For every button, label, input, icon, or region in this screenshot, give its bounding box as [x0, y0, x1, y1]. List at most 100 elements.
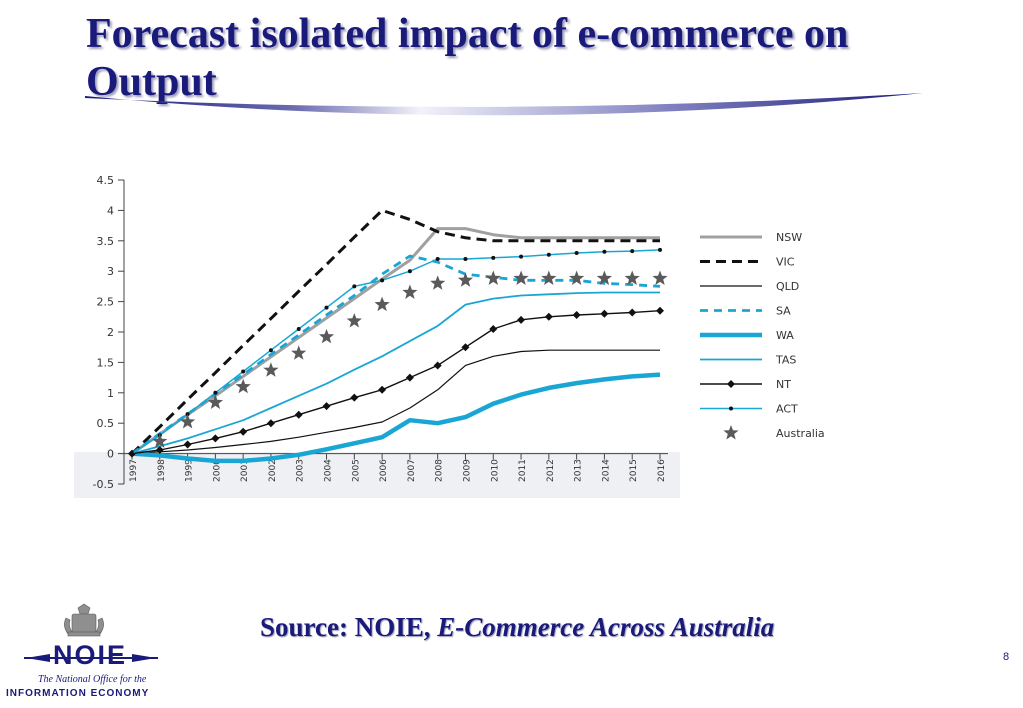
data-point-australia	[430, 275, 446, 290]
data-point-act	[602, 249, 607, 254]
y-tick-label: 3	[107, 265, 114, 278]
data-point-act	[324, 305, 329, 310]
data-point-australia	[624, 270, 640, 285]
source-publication-title: E-Commerce Across Australia	[437, 612, 775, 642]
data-point-australia	[457, 272, 474, 287]
x-tick-label: 2010	[490, 459, 500, 482]
x-tick-label: 2014	[601, 459, 611, 482]
source-citation: Source: NOIE, E-Commerce Across Australi…	[260, 612, 774, 643]
x-tick-label: 2000	[212, 459, 222, 482]
x-tick-label: 2009	[462, 459, 472, 482]
data-point-australia	[291, 345, 307, 360]
series-nt	[128, 306, 664, 458]
x-tick-label: 2007	[407, 459, 417, 482]
data-point-australia	[180, 414, 196, 429]
output-impact-line-chart: -0.5 0 0.5 1 1.5 2 2.5 3 3.5 4 4.5 1997 1998 1999 200…	[74, 170, 844, 500]
data-point-nt	[489, 324, 498, 333]
data-point-nt	[517, 315, 526, 324]
y-tick-label: 1.5	[97, 356, 115, 369]
data-point-nt	[378, 385, 387, 394]
source-prefix: Source: NOIE,	[260, 612, 438, 642]
y-tick-label: 4	[107, 204, 114, 217]
series-act	[130, 247, 662, 456]
data-point-australia	[374, 296, 390, 312]
series-line-sa	[131, 254, 661, 455]
data-point-australia	[541, 270, 557, 285]
data-point-australia	[263, 362, 279, 377]
data-point-act	[463, 257, 468, 262]
page-number: 8	[1003, 651, 1010, 663]
series-line-nsw	[131, 227, 660, 455]
data-point-act	[574, 250, 579, 255]
data-point-nt	[433, 361, 442, 370]
data-point-australia	[318, 328, 335, 344]
data-point-australia	[596, 270, 612, 285]
data-point-act	[630, 249, 635, 254]
x-tick-label: 1998	[157, 459, 167, 482]
data-point-act	[130, 451, 134, 456]
x-tick-label: 2013	[574, 459, 584, 482]
data-point-nt	[600, 309, 609, 318]
legend-label-australia: Australia	[776, 427, 825, 440]
data-point-act	[546, 252, 551, 257]
legend-marker-australia	[723, 425, 739, 440]
slide-title: Forecast isolated impact of e-commerce o…	[86, 11, 849, 105]
data-point-nt	[266, 419, 275, 428]
x-tick-label: 1999	[185, 459, 195, 482]
data-point-australia	[235, 378, 251, 394]
data-point-nt	[405, 373, 414, 382]
legend-label-nsw: NSW	[776, 231, 802, 244]
series-nsw	[131, 227, 660, 455]
data-point-australia	[402, 284, 418, 299]
series-line-tas	[131, 291, 660, 455]
data-point-nt	[183, 440, 192, 449]
x-tick-label: 2008	[435, 459, 445, 482]
data-point-act	[241, 369, 246, 374]
data-point-act	[213, 390, 218, 395]
x-tick-label: 2002	[268, 459, 278, 482]
legend-marker-nt	[727, 380, 735, 388]
data-point-australia	[569, 270, 585, 285]
data-point-australia	[152, 433, 168, 448]
x-tick-label: 2016	[657, 459, 667, 482]
logo-wordmark: NOIE	[53, 640, 128, 670]
y-tick-label: 4.5	[97, 174, 115, 187]
x-tick-label: 2011	[518, 459, 528, 482]
legend-label-sa: SA	[776, 305, 791, 318]
legend-label-nt: NT	[776, 378, 791, 391]
data-point-nt	[628, 308, 637, 317]
series-australia	[152, 270, 668, 448]
data-point-act	[491, 255, 496, 260]
data-point-nt	[572, 310, 581, 319]
data-point-australia	[652, 270, 668, 285]
series-line-wa	[131, 372, 661, 464]
legend-label-act: ACT	[776, 403, 798, 416]
data-point-australia	[346, 313, 362, 328]
data-point-nt	[350, 393, 359, 402]
legend-label-tas: TAS	[775, 354, 796, 367]
series-line-nt	[131, 310, 661, 455]
y-tick-label: 1	[107, 387, 114, 400]
y-tick-label: 3.5	[97, 235, 115, 248]
data-point-australia	[207, 394, 223, 409]
title-underline-swoosh	[85, 93, 923, 116]
legend-label-vic: VIC	[776, 256, 795, 269]
series-line-qld	[131, 349, 660, 455]
data-point-nt	[294, 410, 303, 419]
x-tick-label: 2003	[296, 459, 306, 482]
series-tas	[131, 291, 660, 455]
series-qld	[131, 349, 660, 455]
data-point-act	[519, 254, 524, 259]
coat-of-arms-icon	[24, 603, 158, 662]
y-tick-label: 0	[107, 448, 114, 461]
x-tick-label: 1997	[129, 459, 139, 482]
legend-label-qld: QLD	[776, 280, 799, 293]
x-tick-label: 2005	[351, 459, 361, 482]
x-tick-label: 2015	[629, 459, 639, 482]
legend-label-wa: WA	[776, 329, 794, 342]
data-point-act	[268, 348, 273, 353]
x-tick-label: 2012	[546, 459, 556, 482]
data-point-nt	[461, 343, 470, 352]
x-tick-label: 2004	[324, 459, 334, 482]
data-point-nt	[155, 445, 164, 454]
